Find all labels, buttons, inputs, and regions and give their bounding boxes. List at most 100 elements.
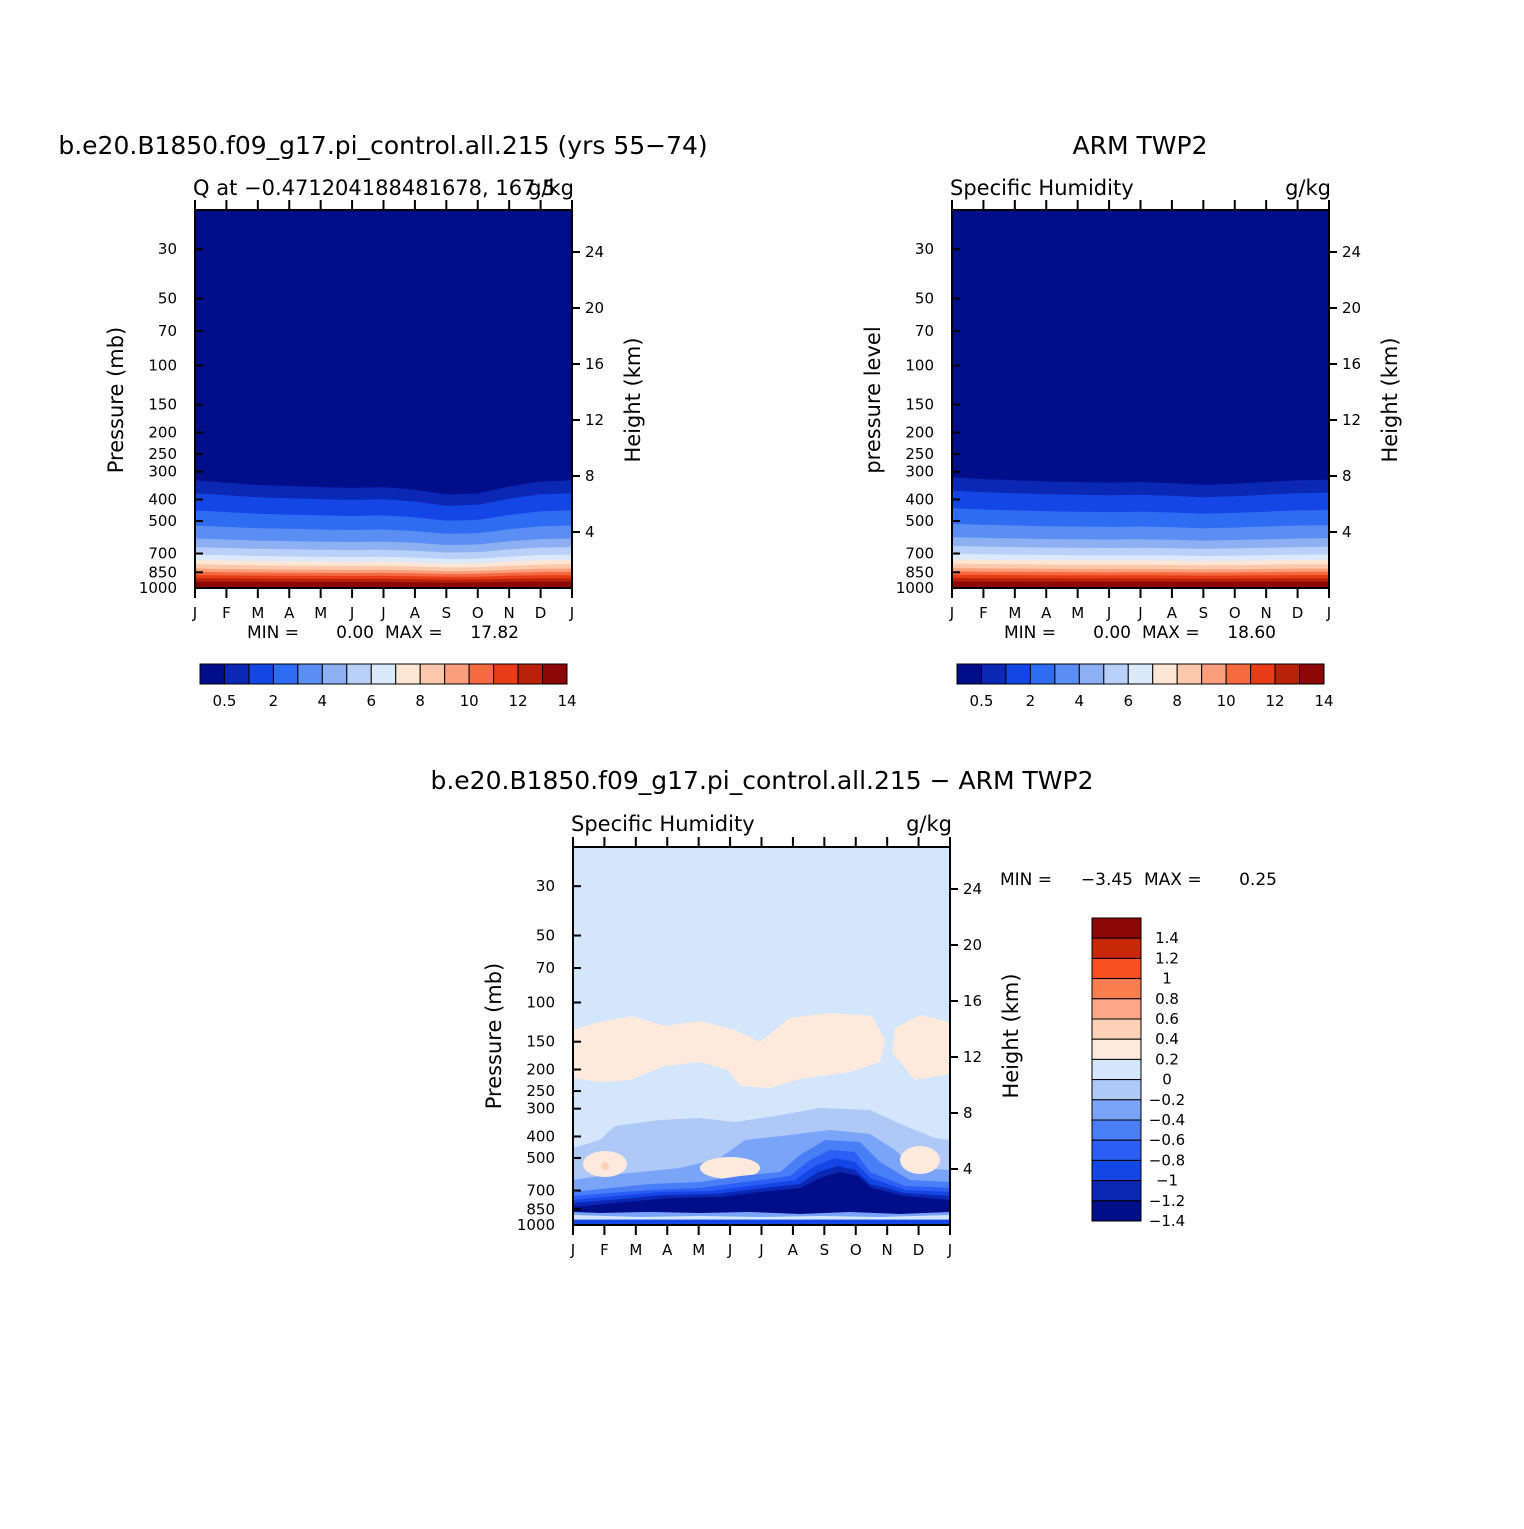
month-tick-label: J [1106, 604, 1111, 622]
colorbar-swatch [1091, 978, 1142, 1000]
max-label: MAX = [1144, 870, 1202, 890]
colorbar-label: 10 [460, 692, 479, 710]
pressure-tick-label: 150 [148, 396, 177, 414]
colorbar-swatch [1029, 663, 1056, 685]
colorbar-label: 0.6 [1155, 1010, 1179, 1028]
colorbar-swatch [1127, 663, 1154, 685]
height-tick-label: 24 [1342, 243, 1361, 261]
colorbar-label: −0.2 [1149, 1091, 1185, 1109]
colorbar-label: 14 [557, 692, 576, 710]
pressure-tick-label: 250 [526, 1082, 555, 1100]
max-label: MAX = [1142, 623, 1200, 643]
month-tick-label: D [1292, 604, 1304, 622]
pressure-tick-label: 50 [915, 290, 934, 308]
height-tick-label: 4 [1342, 523, 1352, 541]
height-tick-label: 12 [585, 411, 604, 429]
month-tick-label: M [629, 1241, 642, 1259]
colorbar-swatch [1091, 917, 1142, 939]
height-tick-label: 8 [1342, 467, 1352, 485]
pressure-tick-label: 400 [148, 490, 177, 508]
month-tick-label: J [758, 1241, 763, 1259]
pressure-tick-label: 100 [148, 357, 177, 375]
colorbar-swatch [1078, 663, 1105, 685]
height-tick-label: 24 [585, 243, 604, 261]
colorbar-label: 0 [1162, 1071, 1172, 1089]
colorbar-swatch [1201, 663, 1227, 685]
panel-obs-contours [952, 210, 1329, 588]
month-tick-label: F [979, 604, 988, 622]
panel-diff-variable-label: Specific Humidity [571, 812, 755, 836]
pressure-tick-label: 50 [536, 927, 555, 945]
colorbar-swatch [1091, 1079, 1142, 1101]
colorbar-swatch [395, 663, 421, 685]
colorbar-label: 0.5 [213, 692, 237, 710]
colorbar-label: 0.8 [1155, 990, 1179, 1008]
contour-band [195, 581, 572, 588]
pressure-tick-label: 200 [905, 423, 934, 441]
colorbar-label: 12 [509, 692, 528, 710]
colorbar-label: −0.6 [1149, 1131, 1185, 1149]
colorbar-swatch [1091, 1119, 1142, 1141]
colorbar-swatch [980, 663, 1007, 685]
month-tick-label: S [1199, 604, 1209, 622]
colorbar-label: 1 [1162, 970, 1172, 988]
month-tick-label: N [1261, 604, 1272, 622]
colorbar-label: 0.4 [1155, 1030, 1179, 1048]
colorbar-swatch [1103, 663, 1129, 685]
colorbar-label: 0.5 [970, 692, 994, 710]
month-tick-label: M [314, 604, 327, 622]
pressure-tick-label: 100 [905, 357, 934, 375]
height-tick-label: 20 [963, 936, 982, 954]
month-tick-label: F [600, 1241, 609, 1259]
month-tick-label: A [662, 1241, 673, 1259]
month-tick-label: A [284, 604, 295, 622]
colorbar-swatch [321, 663, 348, 685]
colorbar-swatch [1299, 663, 1325, 685]
y-axis-label: pressure level [861, 326, 885, 473]
colorbar-swatch [956, 663, 982, 685]
month-tick-label: M [1071, 604, 1084, 622]
panel-diff-contours [573, 847, 950, 1225]
colorbar-label: −0.4 [1149, 1111, 1185, 1129]
panel-model-contours [195, 210, 572, 588]
colorbar-label: 14 [1314, 692, 1333, 710]
negative-anomaly-region [573, 1215, 950, 1219]
negative-anomaly-region [573, 1172, 950, 1214]
colorbar-swatch [1091, 1180, 1142, 1202]
colorbar-swatch [272, 663, 299, 685]
month-tick-label: M [692, 1241, 705, 1259]
contour-bands [195, 480, 572, 588]
colorbar: 0.5 2 4 6 8 10 12 14 [956, 663, 1334, 710]
month-tick-label: S [820, 1241, 830, 1259]
y-axis-label: Pressure (mb) [104, 327, 128, 474]
pressure-tick-label: 400 [905, 490, 934, 508]
pressure-tick-label: 150 [905, 396, 934, 414]
month-tick-label: J [349, 604, 354, 622]
colorbar-swatch [1091, 1099, 1142, 1121]
month-tick-label: M [1008, 604, 1021, 622]
positive-anomaly-region [892, 1015, 950, 1080]
colorbar-label: −1.2 [1149, 1192, 1185, 1210]
min-value: 0.00 [1093, 623, 1131, 643]
colorbar: 1.4 1.2 1 0.8 0.6 0.4 0.2 0 −0.2 −0.4 −0.6 −0.8 −1 −1… [1091, 917, 1185, 1230]
colorbar-swatch [444, 663, 470, 685]
month-tick-label: N [504, 604, 515, 622]
colorbar-swatch [1152, 663, 1178, 685]
y2-axis-label: Height (km) [999, 973, 1023, 1098]
pressure-tick-label: 250 [905, 445, 934, 463]
panel-model: b.e20.B1850.f09_g17.pi_control.all.215 (… [58, 131, 707, 710]
pressure-tick-label: 200 [526, 1060, 555, 1078]
y2-axis-label: Height (km) [1378, 337, 1402, 462]
height-tick-label: 16 [1342, 355, 1361, 373]
height-tick-label: 4 [585, 523, 595, 541]
month-tick-label: J [192, 604, 197, 622]
panel-model-units: g/kg [528, 176, 574, 200]
month-tick-label: J [1326, 604, 1331, 622]
month-tick-label: A [788, 1241, 799, 1259]
colorbar-swatch [1091, 1058, 1142, 1081]
colorbar-swatch [1225, 663, 1252, 685]
panel-diff-units: g/kg [906, 812, 952, 836]
